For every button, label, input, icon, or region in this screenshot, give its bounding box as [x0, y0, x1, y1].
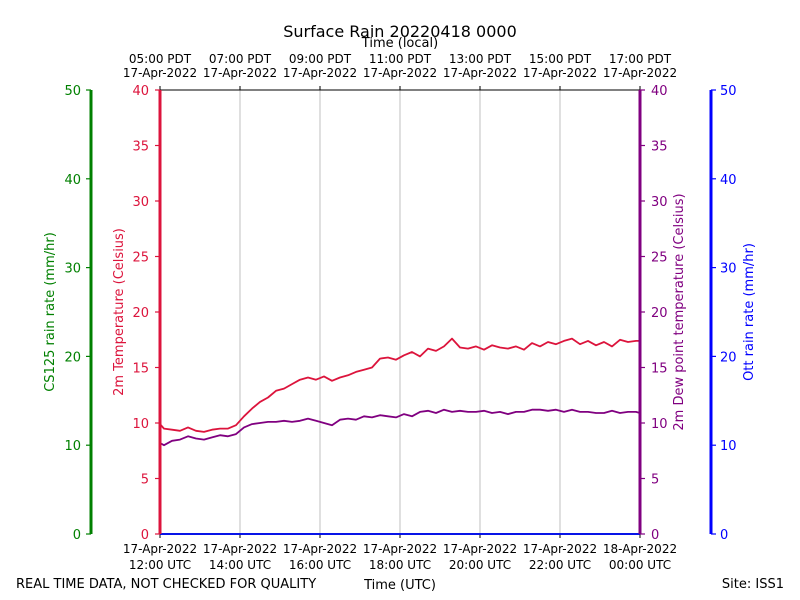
temp-tick-label-5: 25: [132, 251, 149, 266]
temp-tick-label-8: 40: [132, 84, 149, 99]
temp-tick-label-7: 35: [132, 140, 149, 155]
cs125-tick-label-3: 30: [64, 262, 81, 277]
bottom-tick-date-4: 17-Apr-2022: [443, 542, 517, 556]
site-label: Site: ISS1: [722, 577, 784, 592]
top-tick-time-2: 09:00 PDT: [289, 52, 352, 66]
top-tick-date-5: 17-Apr-2022: [523, 66, 597, 80]
bottom-tick-date-6: 18-Apr-2022: [603, 542, 677, 556]
ott-tick-label-3: 30: [720, 262, 737, 277]
dew-tick-label-4: 20: [651, 306, 668, 321]
temp-tick-label-6: 30: [132, 195, 149, 210]
quality-disclaimer: REAL TIME DATA, NOT CHECKED FOR QUALITY: [16, 577, 316, 592]
bottom-tick-date-3: 17-Apr-2022: [363, 542, 437, 556]
series-line-dew: [159, 408, 641, 447]
series-lines: [159, 337, 641, 535]
dew-tick-label-0: 0: [651, 528, 659, 543]
ott-tick-label-4: 40: [720, 173, 737, 188]
top-tick-time-1: 07:00 PDT: [209, 52, 272, 66]
bottom-tick-date-2: 17-Apr-2022: [283, 542, 357, 556]
bottom-tick-time-6: 00:00 UTC: [609, 558, 671, 572]
dew-tick-label-6: 30: [651, 195, 668, 210]
top-tick-time-0: 05:00 PDT: [129, 52, 192, 66]
top-tick-time-3: 11:00 PDT: [369, 52, 432, 66]
ott-tick-label-5: 50: [720, 84, 737, 99]
top-tick-time-5: 15:00 PDT: [529, 52, 592, 66]
cs125-tick-label-5: 50: [64, 84, 81, 99]
bottom-tick-date-5: 17-Apr-2022: [523, 542, 597, 556]
dew-tick-label-5: 25: [651, 251, 668, 266]
vertical-gridlines: [239, 90, 561, 534]
dew-tick-label-3: 15: [651, 362, 668, 377]
cs125-tick-label-4: 40: [64, 173, 81, 188]
temp-tick-label-4: 20: [132, 306, 149, 321]
bottom-tick-time-5: 22:00 UTC: [529, 558, 591, 572]
top-tick-date-6: 17-Apr-2022: [603, 66, 677, 80]
bottom-tick-time-3: 18:00 UTC: [369, 558, 431, 572]
ott-tick-label-1: 10: [720, 439, 737, 454]
cs125-tick-label-1: 10: [64, 439, 81, 454]
top-tick-date-3: 17-Apr-2022: [363, 66, 437, 80]
bottom-tick-time-4: 20:00 UTC: [449, 558, 511, 572]
dew-tick-label-1: 5: [651, 473, 659, 488]
bottom-tick-time-1: 14:00 UTC: [209, 558, 271, 572]
bottom-tick-time-2: 16:00 UTC: [289, 558, 351, 572]
temp-tick-label-3: 15: [132, 362, 149, 377]
bottom-tick-date-1: 17-Apr-2022: [203, 542, 277, 556]
temp-tick-label-1: 5: [141, 473, 149, 488]
ott-tick-label-0: 0: [720, 528, 728, 543]
cs125-tick-label-2: 20: [64, 350, 81, 365]
cs125-tick-label-0: 0: [73, 528, 81, 543]
top-tick-date-1: 17-Apr-2022: [203, 66, 277, 80]
top-tick-date-0: 17-Apr-2022: [123, 66, 197, 80]
ott-tick-label-2: 20: [720, 350, 737, 365]
temp-tick-label-0: 0: [141, 528, 149, 543]
top-tick-date-2: 17-Apr-2022: [283, 66, 357, 80]
top-tick-date-4: 17-Apr-2022: [443, 66, 517, 80]
temp-tick-label-2: 10: [132, 417, 149, 432]
dew-axis-title: 2m Dew point temperature (Celsius): [672, 193, 687, 430]
ott-axis-title: Ott rain rate (mm/hr): [742, 243, 757, 381]
bottom-tick-date-0: 17-Apr-2022: [123, 542, 197, 556]
temp-axis-title: 2m Temperature (Celsius): [112, 228, 127, 396]
dew-tick-label-7: 35: [651, 140, 668, 155]
top-tick-time-6: 17:00 PDT: [609, 52, 672, 66]
dew-tick-label-2: 10: [651, 417, 668, 432]
bottom-axis-label: Time (UTC): [363, 578, 436, 593]
top-tick-time-4: 13:00 PDT: [449, 52, 512, 66]
top-axis-label: Time (local): [361, 36, 438, 51]
series-line-temp: [159, 337, 640, 433]
bottom-tick-time-0: 12:00 UTC: [129, 558, 191, 572]
chart-title: Surface Rain 20220418 0000: [283, 22, 517, 41]
dew-tick-label-8: 40: [651, 84, 668, 99]
cs125-axis-title: CS125 rain rate (mm/hr): [43, 232, 58, 392]
